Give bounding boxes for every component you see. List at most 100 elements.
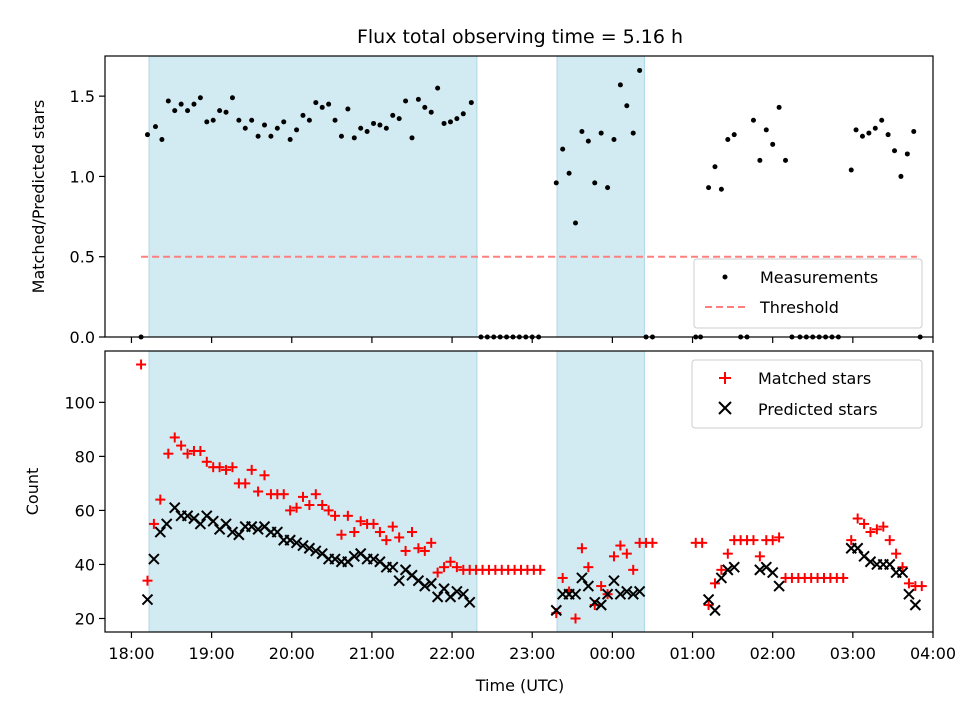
predicted-point-b <box>220 518 232 530</box>
matched-point <box>716 564 727 575</box>
measurement-point <box>204 119 210 125</box>
measurement-point <box>294 127 300 133</box>
matched-point <box>310 489 321 500</box>
predicted-point-b <box>367 553 380 565</box>
predicted-point <box>367 553 380 565</box>
predicted-point-b <box>438 583 450 595</box>
measurement-point <box>776 104 782 110</box>
predicted-point-b <box>303 542 316 554</box>
measurement-point <box>560 146 566 152</box>
matched-point <box>406 527 417 538</box>
measurement-point <box>718 186 724 192</box>
measurement-point <box>326 101 332 107</box>
matched-point <box>703 599 714 610</box>
measurement-point <box>249 117 255 123</box>
measurement-point <box>300 112 306 118</box>
measurement-point <box>853 127 859 133</box>
predicted-point <box>903 588 915 600</box>
matched-point <box>748 535 759 546</box>
measurement-point <box>236 117 242 123</box>
measurement-point <box>866 130 872 136</box>
y-tick-label: 1.0 <box>70 167 95 186</box>
predicted-point-b <box>773 580 785 592</box>
predicted-point-b <box>864 556 877 568</box>
predicted-point <box>702 593 715 606</box>
predicted-point-b <box>245 520 258 533</box>
predicted-point-b <box>569 588 582 600</box>
matched-point <box>214 462 225 473</box>
predicted-point-b <box>582 580 595 592</box>
predicted-point-b <box>233 529 245 541</box>
matched-point <box>259 470 270 481</box>
measurement-point <box>441 120 447 126</box>
matched-point <box>169 432 180 443</box>
matched-point <box>336 529 347 540</box>
predicted-point-b <box>633 585 646 598</box>
predicted-point-b <box>614 588 627 600</box>
matched-point <box>878 521 889 532</box>
matched-point <box>330 510 341 521</box>
matched-point <box>368 518 379 529</box>
matched-point <box>767 535 778 546</box>
ratio-panel: 0.0 0.5 1.0 1.5 Matched/Predicted stars <box>29 55 934 347</box>
predicted-point-b <box>425 577 437 590</box>
predicted-point <box>233 529 245 541</box>
x-tick-label: 04:00 <box>910 644 956 663</box>
matched-point <box>852 513 863 524</box>
predicted-point-b <box>258 520 271 533</box>
matched-point <box>865 527 876 538</box>
y-tick-label: 20 <box>75 609 95 628</box>
matched-point <box>596 581 607 592</box>
measurement-point <box>358 125 364 131</box>
shaded-band-0 <box>148 55 478 338</box>
predicted-point-b <box>457 588 469 600</box>
measurement-point <box>422 104 428 110</box>
matched-point <box>148 518 159 529</box>
matched-point <box>195 445 206 456</box>
predicted-point <box>207 515 219 527</box>
measurement-point <box>152 124 158 130</box>
predicted-point-b <box>463 596 476 608</box>
predicted-point-b <box>348 550 360 563</box>
chart-title: Flux total observing time = 5.16 h <box>357 26 683 48</box>
measurement-point <box>757 157 763 163</box>
predicted-point <box>297 539 309 552</box>
measurement-point <box>731 132 737 138</box>
predicted-point <box>387 561 399 573</box>
predicted-point-b <box>419 580 431 592</box>
predicted-point <box>425 577 437 590</box>
measurement-point <box>468 100 474 106</box>
predicted-point-b <box>715 572 728 584</box>
predicted-point-b <box>354 547 367 560</box>
x-tick-label: 23:00 <box>509 644 555 663</box>
matched-point <box>774 532 785 543</box>
shaded-band-1 <box>556 55 645 338</box>
matched-point <box>163 448 174 459</box>
matched-point <box>201 456 212 467</box>
matched-point <box>871 524 882 535</box>
predicted-point-b <box>903 588 915 600</box>
matched-point <box>697 537 708 548</box>
predicted-point-b <box>709 604 721 617</box>
predicted-point <box>303 542 316 554</box>
measurement-point <box>371 120 377 126</box>
matched-point <box>884 535 895 546</box>
matched-point <box>439 562 450 573</box>
measurement-point <box>268 133 274 139</box>
y-tick-label: 0.5 <box>70 248 95 267</box>
predicted-point <box>614 588 627 600</box>
measurement-point <box>783 157 789 163</box>
predicted-point-b <box>576 572 588 584</box>
matched-point <box>570 613 581 624</box>
predicted-point <box>909 599 922 611</box>
predicted-point <box>715 572 728 584</box>
predicted-point <box>608 574 620 587</box>
matched-point <box>155 494 166 505</box>
measurement-point <box>390 112 396 118</box>
matched-point <box>451 562 462 573</box>
measurement-point <box>185 108 191 114</box>
matched-point <box>709 578 720 589</box>
predicted-point-b <box>310 545 322 557</box>
matched-point <box>136 359 147 370</box>
matched-point <box>897 562 908 573</box>
